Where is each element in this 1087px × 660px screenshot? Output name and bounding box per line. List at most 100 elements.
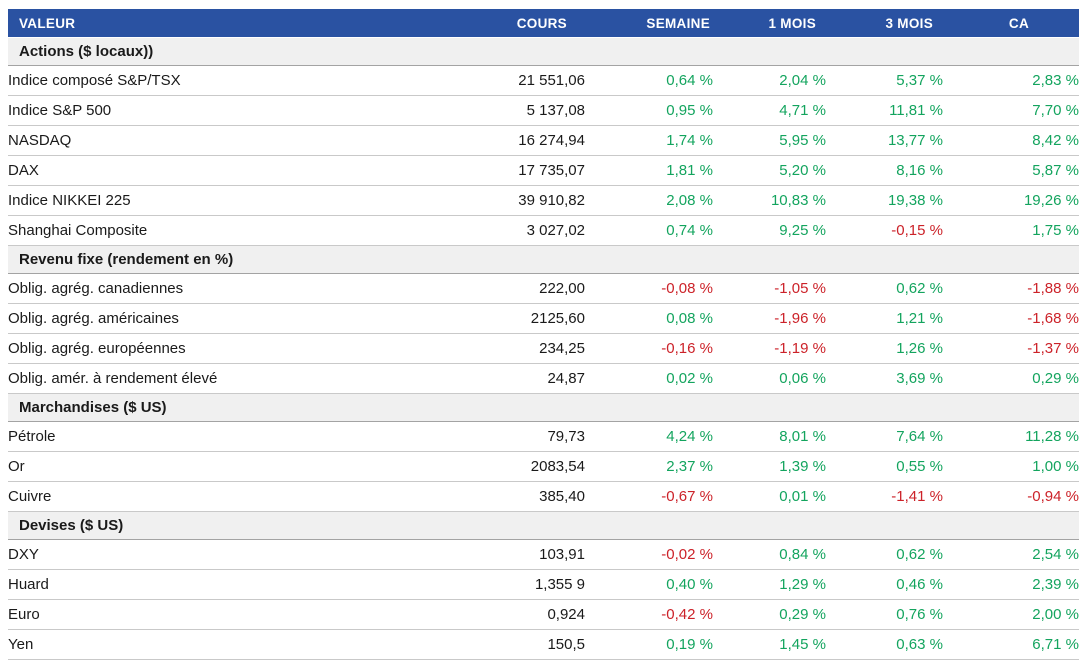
price-value: 234,25 [448,333,585,364]
change-mois1: 8,01 % [713,421,826,452]
change-mois1: 0,01 % [713,481,826,512]
change-ca: -1,68 % [943,303,1079,334]
table-row: Huard 1,355 9 0,40 % 1,29 % 0,46 % 2,39 % [8,569,1079,600]
change-mois1: 5,20 % [713,155,826,186]
column-header-ca: CA [943,9,1079,38]
change-mois3: 1,21 % [826,303,943,334]
price-value: 16 274,94 [448,125,585,156]
change-ca: 11,28 % [943,421,1079,452]
change-semaine: 0,02 % [585,363,713,394]
change-ca: 2,54 % [943,539,1079,570]
table-row: Oblig. agrég. américaines 2125,60 0,08 % -1… [8,303,1079,334]
table-row: Pétrole 79,73 4,24 % 8,01 % 7,64 % 11,28 % [8,421,1079,452]
change-mois1: 9,25 % [713,215,826,246]
change-mois3: 1,26 % [826,333,943,364]
table-row: Or 2083,54 2,37 % 1,39 % 0,55 % 1,00 % [8,451,1079,482]
instrument-name: DXY [8,539,448,570]
table-row: Indice composé S&P/TSX 21 551,06 0,64 % 2,0… [8,65,1079,96]
instrument-name: Shanghai Composite [8,215,448,246]
change-mois1: 10,83 % [713,185,826,216]
price-value: 24,87 [448,363,585,394]
change-semaine: 0,08 % [585,303,713,334]
header-row: VALEUR COURS SEMAINE 1 MOIS 3 MOIS CA [8,9,1079,38]
change-ca: 0,29 % [943,363,1079,394]
change-semaine: -0,67 % [585,481,713,512]
column-header-cours: COURS [448,9,585,38]
price-value: 150,5 [448,629,585,660]
change-ca: 6,71 % [943,629,1079,660]
instrument-name: Huard [8,569,448,600]
table-row: NASDAQ 16 274,94 1,74 % 5,95 % 13,77 % 8,42 % [8,125,1079,156]
price-value: 17 735,07 [448,155,585,186]
change-mois3: -1,41 % [826,481,943,512]
price-value: 3 027,02 [448,215,585,246]
change-mois1: -1,05 % [713,273,826,304]
market-table: VALEUR COURS SEMAINE 1 MOIS 3 MOIS CA Actions… [8,9,1079,660]
change-mois3: 0,76 % [826,599,943,630]
change-mois3: 0,55 % [826,451,943,482]
section-row: Actions ($ locaux)) [8,37,1079,66]
table-row: Indice NIKKEI 225 39 910,82 2,08 % 10,83 % 1… [8,185,1079,216]
instrument-name: Oblig. amér. à rendement élevé [8,363,448,394]
change-ca: 19,26 % [943,185,1079,216]
table-row: Euro 0,924 -0,42 % 0,29 % 0,76 % 2,00 % [8,599,1079,630]
change-mois3: 0,62 % [826,273,943,304]
change-mois3: 3,69 % [826,363,943,394]
table-row: Cuivre 385,40 -0,67 % 0,01 % -1,41 % -0,94 % [8,481,1079,512]
change-semaine: 0,64 % [585,65,713,96]
instrument-name: Indice composé S&P/TSX [8,65,448,96]
price-value: 103,91 [448,539,585,570]
change-ca: -1,88 % [943,273,1079,304]
change-ca: 1,00 % [943,451,1079,482]
change-ca: -1,37 % [943,333,1079,364]
change-mois1: 1,45 % [713,629,826,660]
section-row: Marchandises ($ US) [8,393,1079,422]
instrument-name: Oblig. agrég. européennes [8,333,448,364]
change-mois1: 2,04 % [713,65,826,96]
change-mois1: 0,29 % [713,599,826,630]
change-semaine: 0,95 % [585,95,713,126]
change-semaine: 1,74 % [585,125,713,156]
price-value: 0,924 [448,599,585,630]
section-title: Marchandises ($ US) [8,393,1079,422]
change-mois1: 0,06 % [713,363,826,394]
instrument-name: Oblig. agrég. canadiennes [8,273,448,304]
instrument-name: Pétrole [8,421,448,452]
change-ca: 2,00 % [943,599,1079,630]
table-row: Yen 150,5 0,19 % 1,45 % 0,63 % 6,71 % [8,629,1079,660]
table-row: Oblig. agrég. européennes 234,25 -0,16 % -1… [8,333,1079,364]
table-row: Oblig. amér. à rendement élevé 24,87 0,02 … [8,363,1079,394]
instrument-name: Indice NIKKEI 225 [8,185,448,216]
change-semaine: -0,02 % [585,539,713,570]
price-value: 1,355 9 [448,569,585,600]
instrument-name: DAX [8,155,448,186]
change-mois3: 8,16 % [826,155,943,186]
instrument-name: Oblig. agrég. américaines [8,303,448,334]
instrument-name: Or [8,451,448,482]
change-semaine: 0,19 % [585,629,713,660]
change-mois3: 0,62 % [826,539,943,570]
price-value: 385,40 [448,481,585,512]
section-row: Devises ($ US) [8,511,1079,540]
change-semaine: -0,16 % [585,333,713,364]
table-row: Shanghai Composite 3 027,02 0,74 % 9,25 % -0… [8,215,1079,246]
change-ca: -0,94 % [943,481,1079,512]
change-mois1: 0,84 % [713,539,826,570]
change-semaine: -0,42 % [585,599,713,630]
change-ca: 8,42 % [943,125,1079,156]
instrument-name: Euro [8,599,448,630]
column-header-label: VALEUR [8,9,448,38]
change-mois3: 13,77 % [826,125,943,156]
change-semaine: 2,08 % [585,185,713,216]
section-title: Devises ($ US) [8,511,1079,540]
table-header: VALEUR COURS SEMAINE 1 MOIS 3 MOIS CA [8,9,1079,38]
price-value: 39 910,82 [448,185,585,216]
table-row: Oblig. agrég. canadiennes 222,00 -0,08 % -1… [8,273,1079,304]
table-row: DXY 103,91 -0,02 % 0,84 % 0,62 % 2,54 % [8,539,1079,570]
change-ca: 2,39 % [943,569,1079,600]
column-header-mois3: 3 MOIS [826,9,943,38]
table-row: Indice S&P 500 5 137,08 0,95 % 4,71 % 11,81 … [8,95,1079,126]
section-row: Revenu fixe (rendement en %) [8,245,1079,274]
instrument-name: Yen [8,629,448,660]
